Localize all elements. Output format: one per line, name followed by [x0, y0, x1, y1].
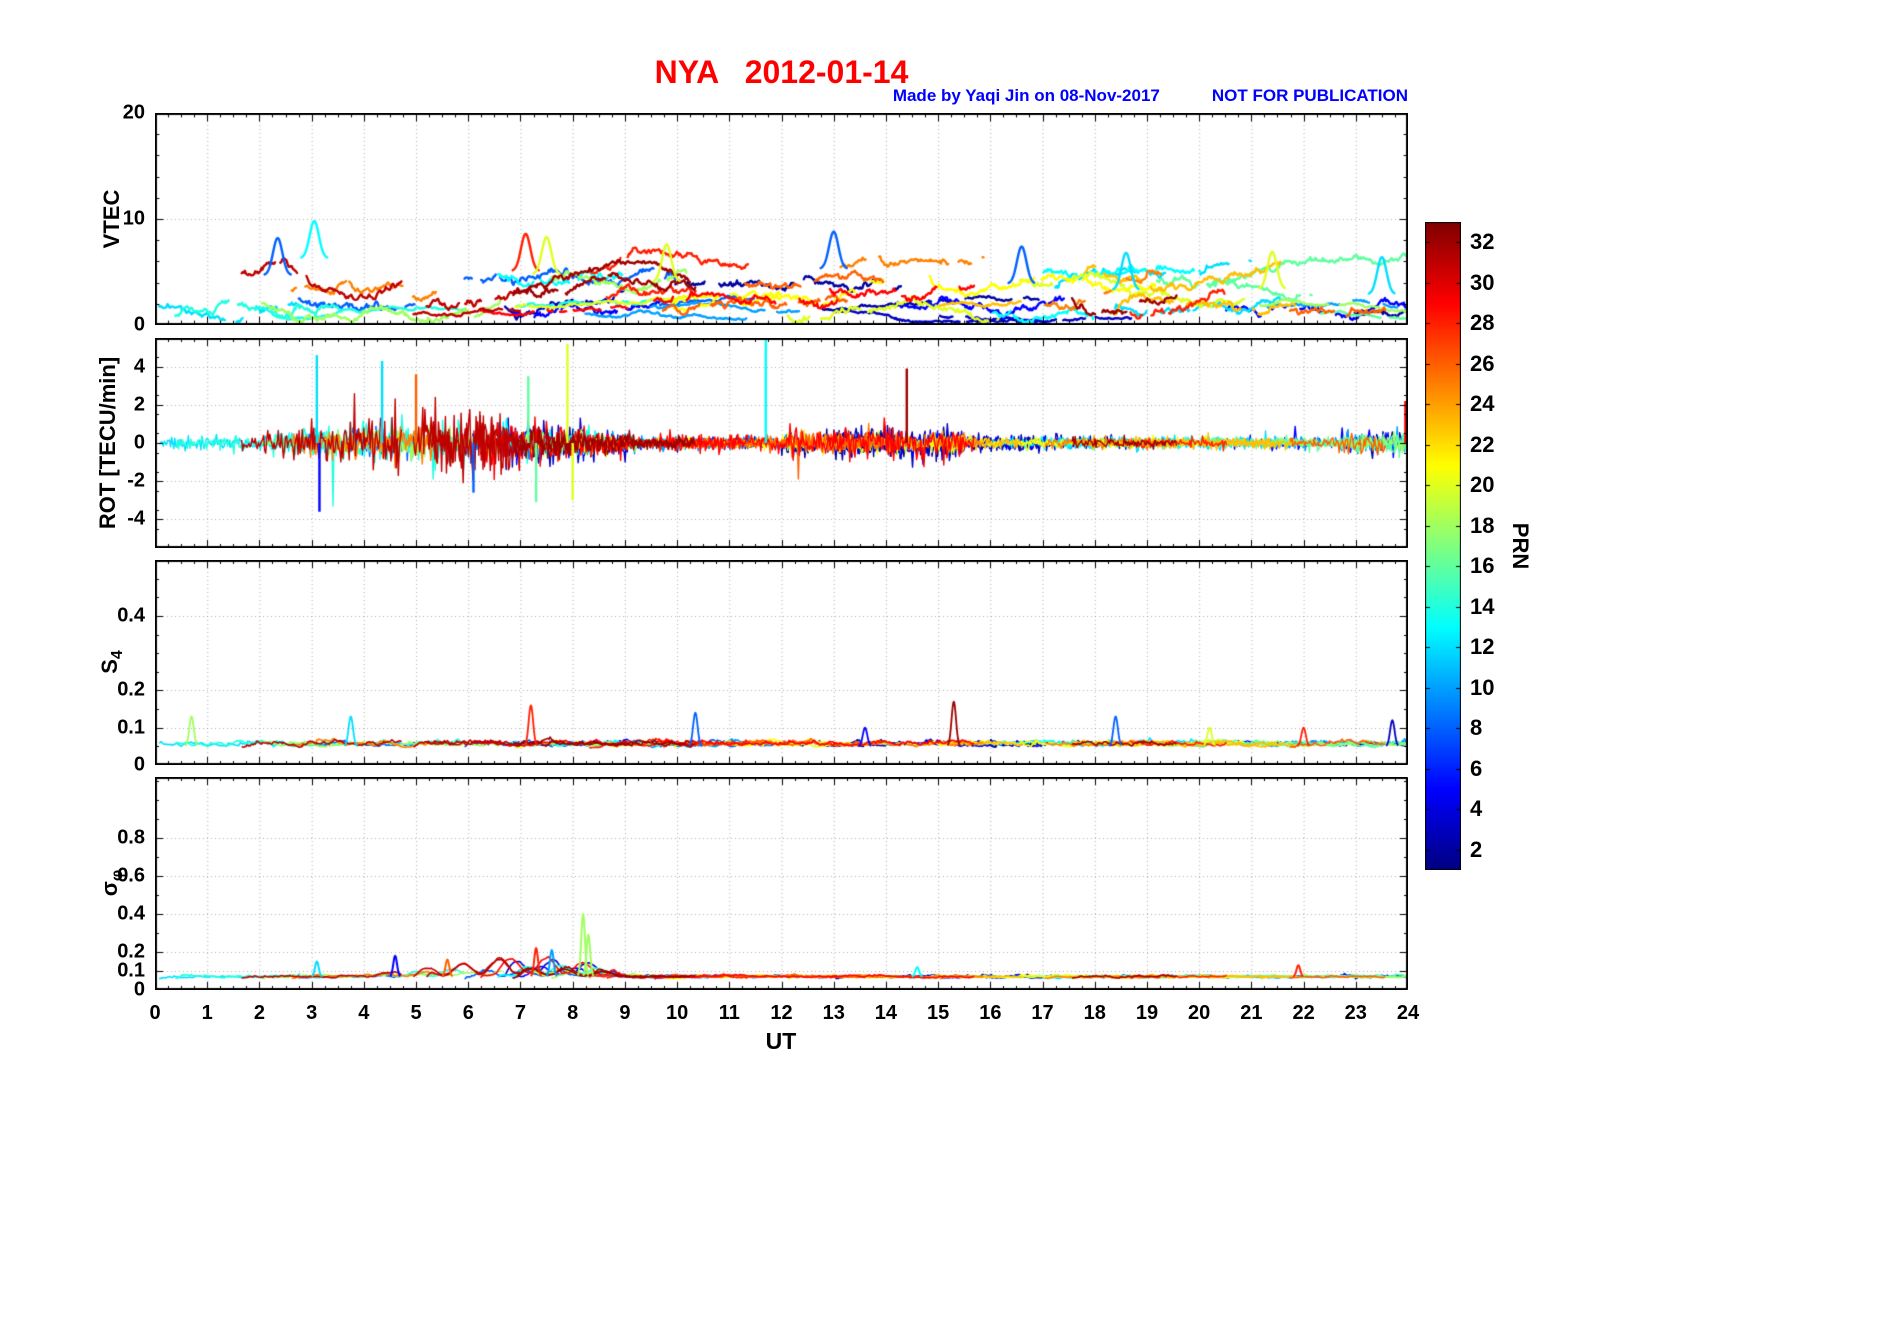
- colorbar-tick-label: 24: [1470, 391, 1495, 417]
- x-tick-label: 15: [927, 1002, 950, 1024]
- x-tick-label: 24: [1396, 1002, 1420, 1024]
- colorbar-tick-label: 8: [1470, 715, 1483, 741]
- colorbar-tick-label: 6: [1470, 755, 1483, 781]
- x-tick-label: 4: [358, 1002, 370, 1024]
- colorbar-tick-label: 14: [1470, 593, 1495, 619]
- panel2-ytick-label: 0.1: [117, 716, 145, 739]
- colorbar-tick-label: 16: [1470, 553, 1495, 579]
- panel0-ytick-label: 10: [122, 207, 145, 230]
- x-tick-label: 2: [253, 1002, 265, 1024]
- x-tick-label: 5: [410, 1002, 422, 1024]
- colorbar-tick-label: 22: [1470, 431, 1495, 457]
- x-tick-label: 10: [665, 1002, 689, 1024]
- panel0-ytick-label: 20: [122, 101, 145, 124]
- x-tick-label: 14: [874, 1002, 898, 1024]
- panel2-ytick-label: 0.4: [117, 604, 145, 627]
- colorbar-tick-label: 32: [1470, 229, 1495, 255]
- chart-title: NYA 2012-01-14: [654, 54, 909, 90]
- colorbar-tick-label: 30: [1470, 269, 1495, 295]
- x-tick-label: 8: [567, 1002, 579, 1024]
- s4-axis-label: S4: [96, 650, 127, 674]
- x-tick-label: 0: [149, 1002, 161, 1024]
- panel2-ytick-label: 0: [133, 753, 145, 776]
- panel3-ytick-label: 0.8: [117, 826, 145, 849]
- x-tick-label: 6: [462, 1002, 474, 1024]
- panel3-ytick-label: 0.4: [117, 902, 145, 925]
- panel2-ytick-label: 0.2: [117, 678, 145, 701]
- vtec-panel-canvas: [155, 113, 1408, 325]
- panel3-ytick-label: 0: [133, 978, 145, 1001]
- made-by-text: Made by Yaqi Jin on 08-Nov-2017: [892, 86, 1160, 105]
- prn-colorbar-label: PRN: [1508, 522, 1533, 570]
- colorbar-tick-label: 10: [1470, 674, 1495, 700]
- x-tick-label: 20: [1188, 1002, 1211, 1024]
- credit-line: Made by Yaqi Jin on 08-Nov-2017 NOT FOR …: [155, 86, 1408, 106]
- x-tick-label: 19: [1135, 1002, 1159, 1024]
- x-tick-label: 3: [306, 1002, 318, 1024]
- colorbar-tick-label: 18: [1470, 512, 1495, 538]
- s4-panel-canvas: [155, 560, 1408, 765]
- colorbar-tick-label: 28: [1470, 310, 1495, 336]
- x-tick-label: 21: [1240, 1002, 1263, 1024]
- colorbar-tick-label: 12: [1470, 634, 1495, 660]
- panel1-ytick-label: 0: [133, 431, 145, 454]
- ut-axis-label: UT: [765, 1028, 797, 1054]
- x-tick-label: 11: [718, 1002, 740, 1024]
- rot-axis-label: ROT [TECU/min]: [95, 356, 120, 530]
- x-tick-label: 17: [1031, 1002, 1054, 1024]
- panel3-ytick-label: 0.6: [117, 864, 145, 887]
- x-tick-label: 12: [770, 1002, 793, 1024]
- x-tick-label: 1: [201, 1002, 213, 1024]
- x-tick-label: 23: [1344, 1002, 1367, 1024]
- panel0-ytick-label: 0: [133, 313, 145, 336]
- x-tick-label: 16: [979, 1002, 1002, 1024]
- panel1-ytick-label: 2: [133, 393, 145, 416]
- sigma-phi-panel-canvas: [155, 777, 1408, 990]
- colorbar-tick-label: 20: [1470, 472, 1495, 498]
- colorbar-tick-label: 26: [1470, 350, 1495, 376]
- panel1-ytick-label: 4: [133, 355, 145, 378]
- vtec-axis-label: VTEC: [99, 189, 124, 249]
- x-tick-label: 18: [1083, 1002, 1106, 1024]
- x-tick-label: 22: [1292, 1002, 1315, 1024]
- panel3-ytick-label: 0.2: [117, 940, 145, 963]
- x-tick-label: 7: [514, 1002, 527, 1024]
- panel3-ytick-label: 0.1: [117, 959, 145, 982]
- colorbar-tick-label: 2: [1470, 836, 1483, 862]
- x-tick-label: 13: [822, 1002, 845, 1024]
- not-for-publication-text: NOT FOR PUBLICATION: [1211, 86, 1408, 105]
- panel1-ytick-label: -2: [127, 469, 145, 492]
- colorbar-tick-label: 4: [1470, 796, 1483, 822]
- x-tick-label: 9: [619, 1002, 631, 1024]
- rot-panel-canvas: [155, 338, 1408, 548]
- prn-colorbar: [1425, 222, 1461, 870]
- panel1-ytick-label: -4: [127, 507, 145, 530]
